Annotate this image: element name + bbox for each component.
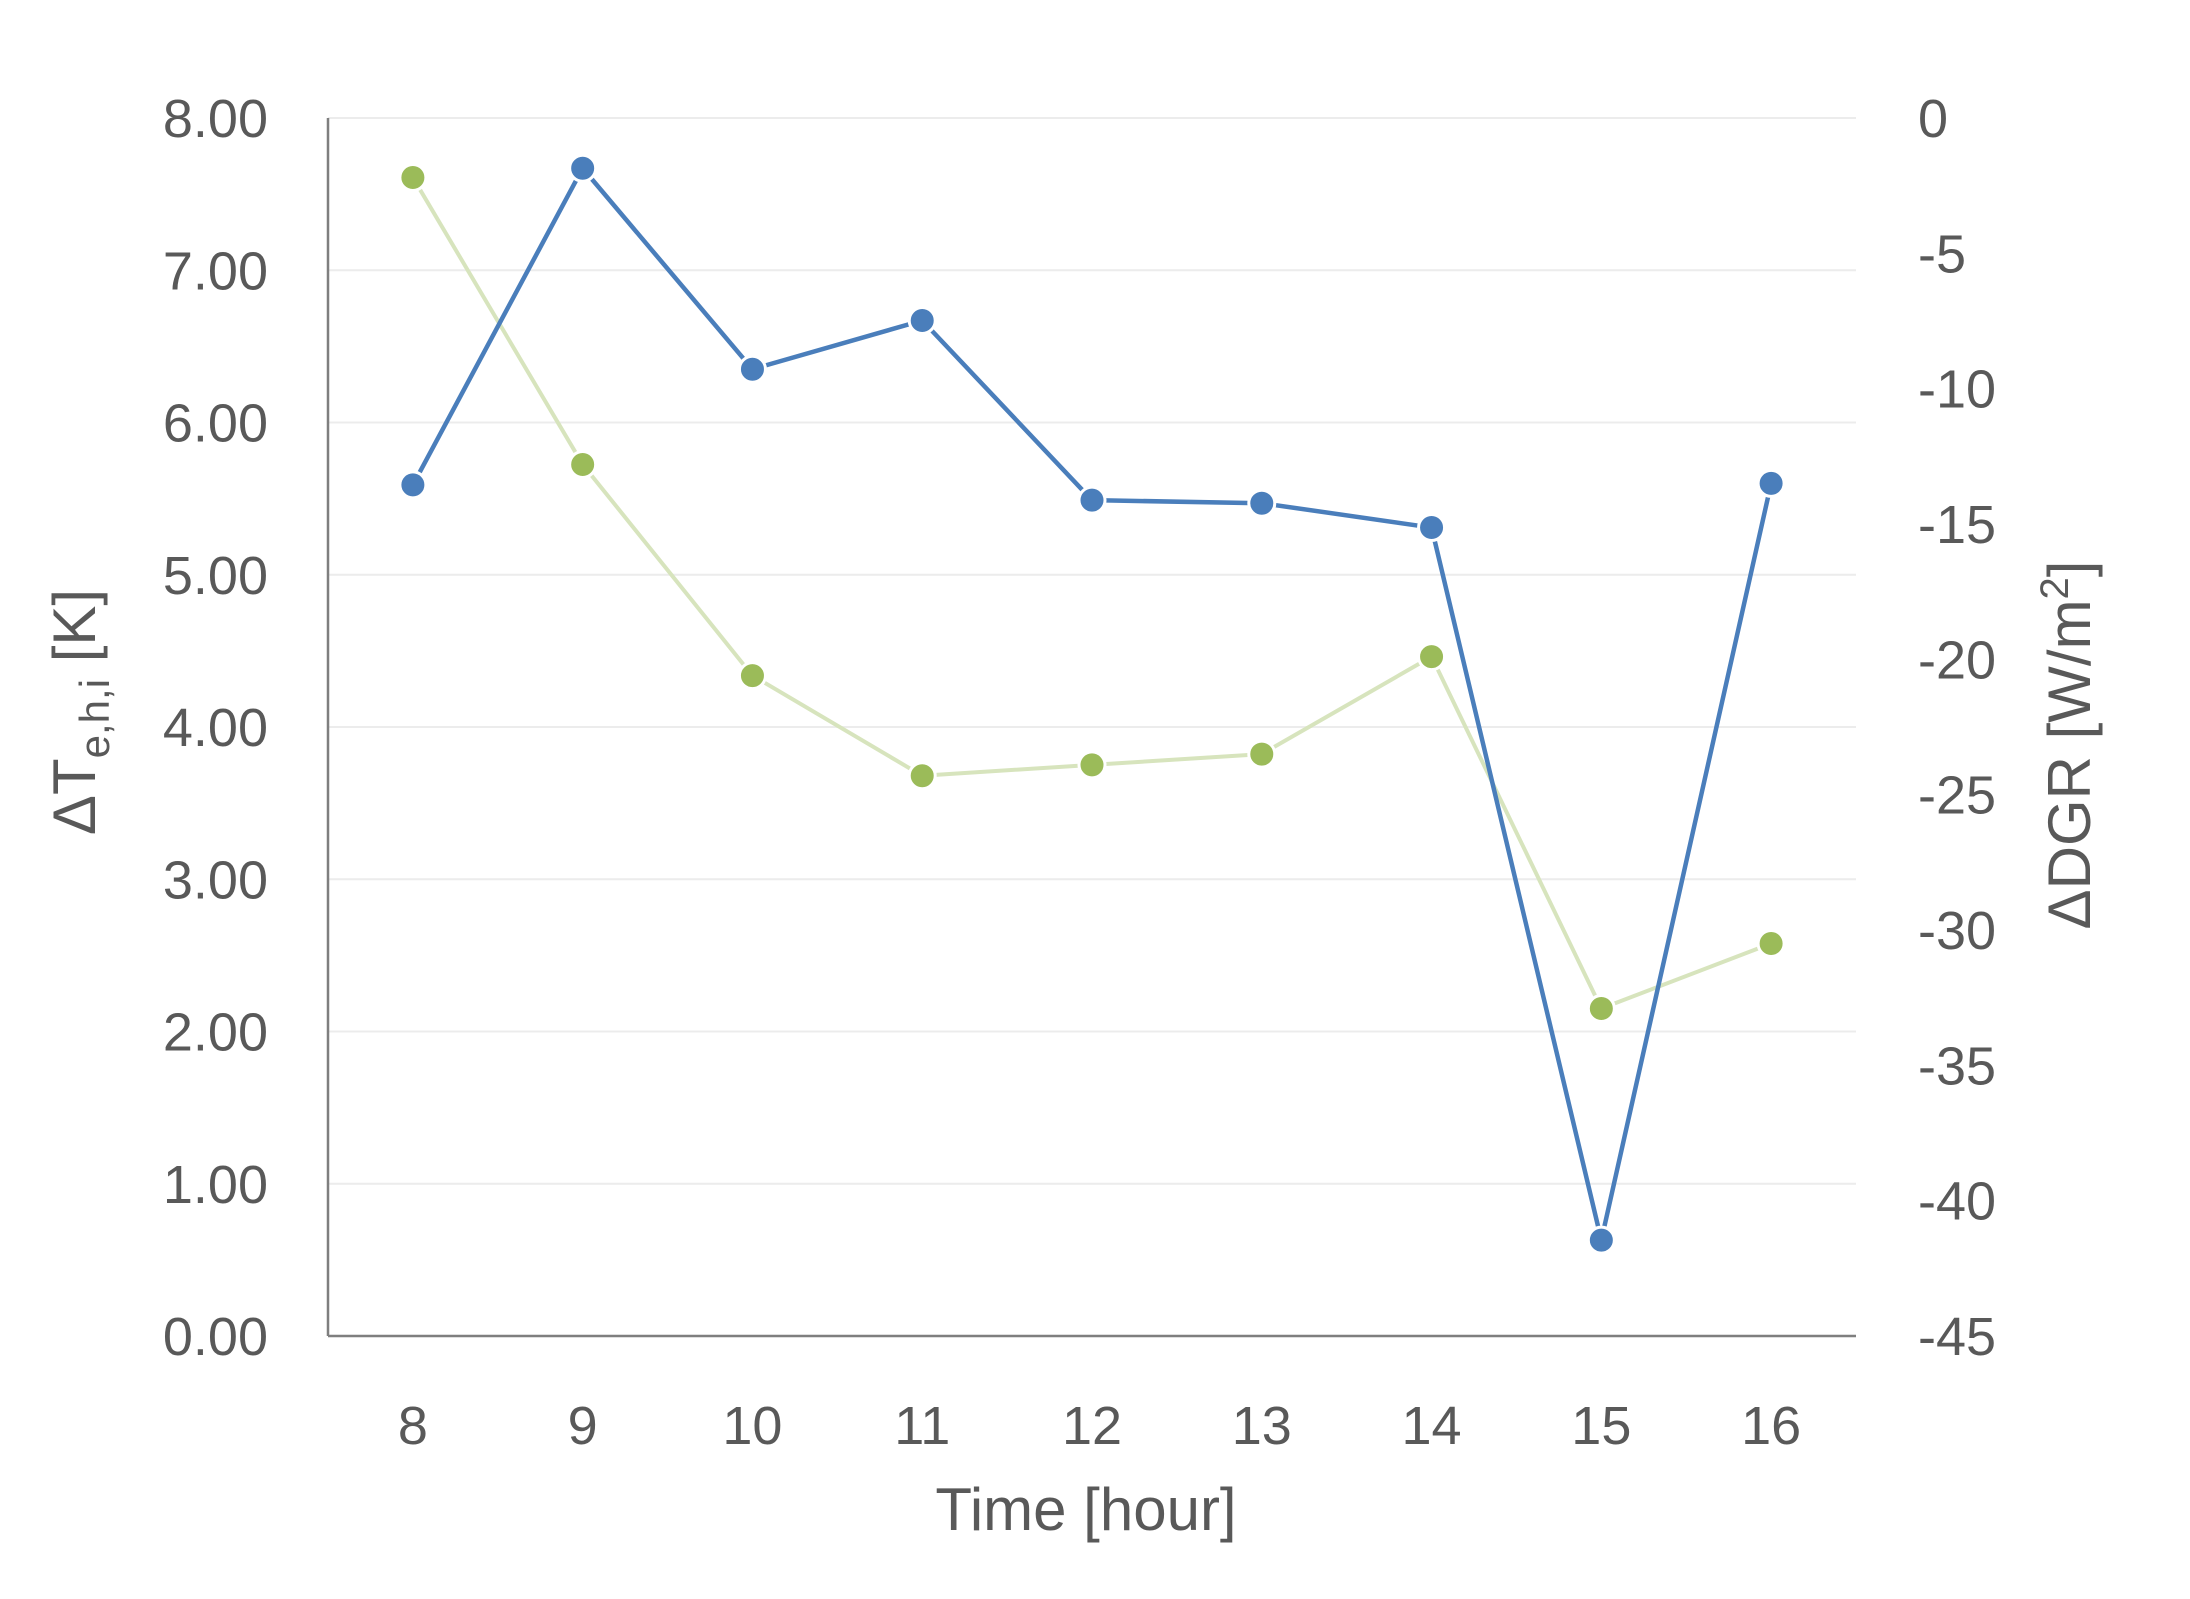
series-left-axis (398, 153, 1786, 1255)
y-right-tick-label: -45 (1918, 1307, 1996, 1367)
y-axis-left-title: ΔTe,h,i [K] (41, 589, 118, 835)
y-right-tick-label: -35 (1918, 1036, 1996, 1096)
y-left-tick-label: 8.00 (163, 89, 268, 149)
data-point (1417, 513, 1447, 543)
y-axis-left-title-unit: [K] (41, 589, 108, 679)
y-right-tick-label: -40 (1918, 1172, 1996, 1232)
x-tick-label: 10 (722, 1396, 782, 1456)
data-point (568, 153, 598, 183)
y-right-tick-label: -15 (1918, 495, 1996, 555)
axes (326, 118, 1856, 1338)
x-tick-label: 13 (1232, 1396, 1292, 1456)
x-tick-label: 8 (398, 1396, 428, 1456)
y-axis-left-title-main: ΔT (41, 758, 108, 835)
data-point (1756, 468, 1786, 498)
y-axis-left-title-subscript: e,h,i (71, 679, 118, 758)
y-right-tick-label: -30 (1918, 901, 1996, 961)
x-tick-label: 14 (1402, 1396, 1462, 1456)
y-axis-right-title-superscript: 2 (2033, 577, 2077, 599)
y-left-tick-label: 1.00 (163, 1155, 268, 1215)
series-line (411, 176, 1772, 1011)
y-left-tick-label: 7.00 (163, 241, 268, 301)
y-left-tick-label: 0.00 (163, 1307, 268, 1367)
x-tick-label: 11 (894, 1396, 950, 1456)
x-axis-title: Time [hour] (935, 1476, 1236, 1543)
x-tick-label: 16 (1741, 1396, 1801, 1456)
tick-labels: 0.00 1.00 2.00 3.00 4.00 5.00 6.00 7.00 8.00 -45 -… (163, 89, 1996, 1456)
x-tick-label: 9 (568, 1396, 598, 1456)
y-right-tick-label: -20 (1918, 630, 1996, 690)
data-point (907, 761, 937, 791)
data-point (1077, 750, 1107, 780)
data-point (1756, 929, 1786, 959)
data-point (398, 163, 428, 193)
data-point (568, 449, 598, 479)
data-point (1247, 739, 1277, 769)
data-point (398, 470, 428, 500)
data-point (737, 354, 767, 384)
y-right-tick-label: -10 (1918, 360, 1996, 420)
data-point (1247, 488, 1277, 518)
y-left-tick-label: 3.00 (163, 850, 268, 910)
series-right-axis (398, 163, 1786, 1023)
y-axis-right-title-end: ] (2036, 561, 2103, 578)
data-point (907, 305, 937, 335)
y-left-tick-label: 6.00 (163, 394, 268, 454)
y-right-tick-label: -5 (1918, 224, 1966, 284)
y-left-tick-label: 5.00 (163, 546, 268, 606)
y-right-tick-label: -25 (1918, 766, 1996, 826)
data-point (1586, 1225, 1616, 1255)
x-tick-label: 15 (1571, 1396, 1631, 1456)
y-right-tick-label: 0 (1918, 89, 1948, 149)
data-point (1417, 642, 1447, 672)
series-line (410, 165, 1774, 1243)
series (398, 153, 1786, 1255)
y-left-tick-label: 2.00 (163, 1003, 268, 1063)
data-point (1586, 993, 1616, 1023)
data-point (1077, 485, 1107, 515)
x-tick-label: 12 (1062, 1396, 1122, 1456)
gridlines (328, 117, 1856, 1185)
y-axis-right-title: ΔDGR [W/m2] (2033, 561, 2103, 930)
data-point (737, 661, 767, 691)
y-left-tick-label: 4.00 (163, 698, 268, 758)
y-axis-right-title-main: ΔDGR [W/m (2036, 599, 2103, 929)
